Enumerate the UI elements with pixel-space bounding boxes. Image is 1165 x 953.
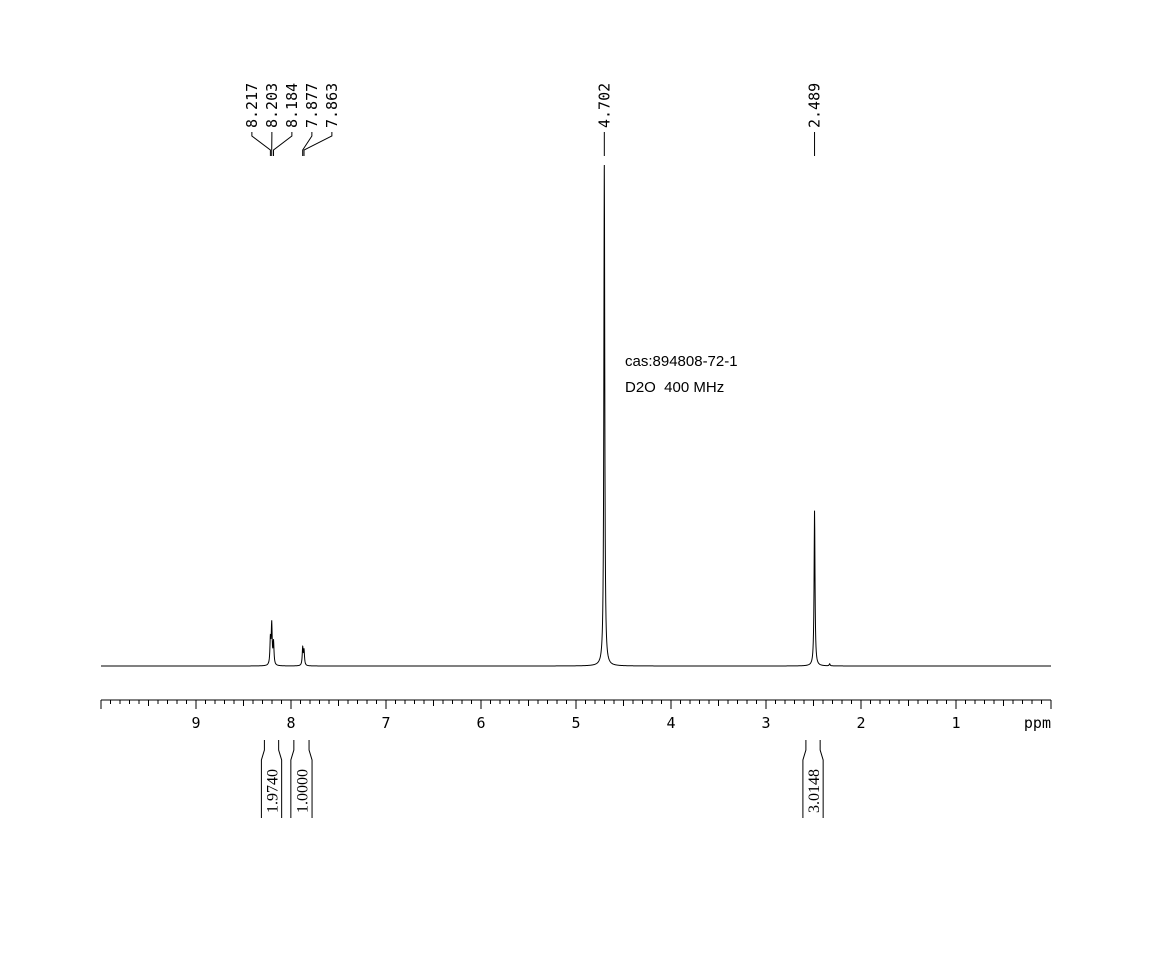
peak-label: 8.184 — [283, 83, 301, 128]
x-tick-label: 1 — [951, 714, 960, 732]
integral-bracket — [260, 740, 283, 818]
integral-layer: 1.9740 1.0000 3.0148 — [260, 740, 824, 818]
spectrum-layer — [101, 164, 1051, 667]
peak-label-connector — [303, 132, 333, 156]
x-tick-label: 2 — [856, 714, 865, 732]
spectrum-line — [101, 164, 1051, 667]
x-tick-label: 7 — [381, 714, 390, 732]
integral-bracket — [290, 740, 313, 818]
x-axis: 9 8 7 6 5 4 3 2 1 ppm — [100, 699, 1052, 732]
x-tick-label: 9 — [191, 714, 200, 732]
integral-bracket — [802, 740, 824, 818]
x-tick-label: 4 — [666, 714, 675, 732]
peak-label: 7.863 — [323, 83, 341, 128]
integral-value: 3.0148 — [806, 769, 823, 813]
peak-label-layer: 8.217 8.203 8.184 7.877 7.863 4.702 2.489 — [243, 83, 824, 156]
integral-value: 1.0000 — [294, 769, 311, 813]
x-axis-title: ppm — [1024, 714, 1051, 732]
peak-label: 4.702 — [595, 83, 613, 128]
peak-label: 8.217 — [243, 83, 261, 128]
peak-label-connector — [251, 132, 271, 156]
peak-label: 8.203 — [263, 83, 281, 128]
peak-label-connector — [302, 132, 313, 156]
x-tick-label: 5 — [571, 714, 580, 732]
sample-cas-annotation: cas:894808-72-1 — [625, 353, 738, 370]
x-tick-label: 6 — [476, 714, 485, 732]
peak-label: 2.489 — [806, 83, 824, 128]
solvent-frequency-annotation: D2O 400 MHz — [625, 379, 724, 396]
annotation-layer: cas:894808-72-1 D2O 400 MHz — [625, 353, 738, 396]
x-tick-label: 8 — [286, 714, 295, 732]
peak-label-connector — [273, 132, 293, 156]
peak-label: 7.877 — [303, 83, 321, 128]
x-tick-label: 3 — [761, 714, 770, 732]
integral-value: 1.9740 — [265, 769, 282, 813]
